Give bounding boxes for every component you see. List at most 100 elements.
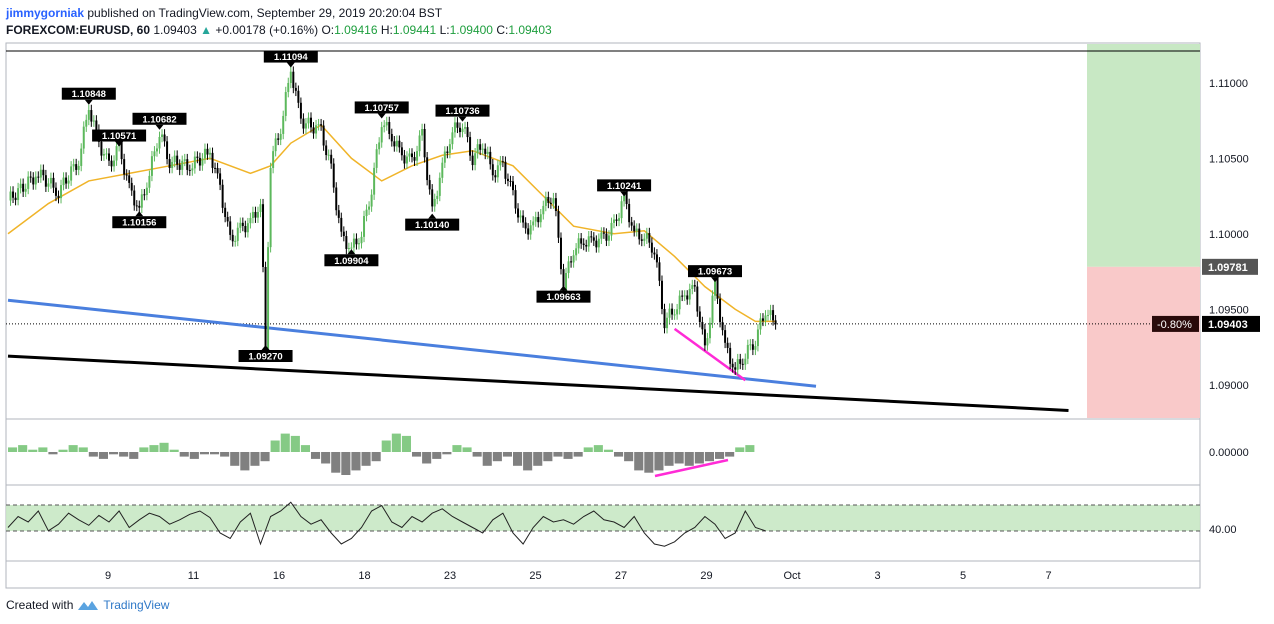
footer: Created with TradingView [6, 598, 169, 612]
candle-body [125, 174, 128, 176]
candle-body [385, 122, 388, 126]
oscillator-bar [391, 433, 401, 452]
trendlines[interactable] [7, 298, 1069, 412]
pivot-label-text: 1.10848 [72, 89, 106, 100]
candle-body [499, 161, 502, 166]
oscillator-bar [644, 452, 654, 473]
candle-body [173, 155, 176, 162]
oscillator-bar [381, 440, 391, 452]
candle-body [133, 190, 136, 206]
candle-body [421, 129, 424, 136]
candle-body [75, 164, 78, 170]
time-axis[interactable]: 9 11 16 18 23 25 27 29 Oct 3 5 7 [105, 570, 1052, 582]
candle-body [635, 228, 638, 232]
oscillator-bar [432, 452, 442, 459]
current-price-tag [1202, 315, 1260, 332]
trendline-black[interactable] [7, 354, 1069, 412]
pivot-label-text: 1.10757 [365, 103, 399, 114]
trendline-divergence-price[interactable] [673, 327, 747, 382]
candle-body [249, 218, 252, 224]
pivot-pointer [559, 285, 568, 291]
candle-body [264, 266, 267, 349]
candle-body [148, 175, 151, 188]
oscillator-bar [98, 452, 108, 459]
candle-body [744, 358, 747, 365]
pivot-low-label: 1.10156 [112, 211, 167, 229]
oscillator-bar [533, 452, 543, 466]
author-link[interactable]: jimmygorniak [6, 6, 85, 20]
oscillator-bar [694, 452, 704, 464]
oscillator-bar [361, 452, 371, 466]
candle-body [416, 151, 419, 161]
open-label: O: [321, 23, 335, 37]
candle-body [214, 167, 217, 169]
symbol-label[interactable]: FOREXCOM:EURUSD, 60 [6, 23, 151, 37]
candle-body [729, 347, 732, 364]
candle-body [655, 254, 658, 263]
candle-body [587, 236, 590, 247]
trendline-blue[interactable] [7, 298, 817, 388]
candle-body [529, 225, 532, 235]
oscillator-bar [129, 452, 139, 459]
candle-body [57, 195, 60, 199]
candle-body [716, 276, 719, 299]
change-pct-label: -0.80% [1157, 319, 1192, 331]
candle-body [368, 206, 371, 210]
candle-body [229, 221, 232, 235]
oscillator-bar [583, 447, 593, 452]
candle-body [542, 205, 545, 215]
candle-body [209, 152, 211, 155]
candle-body [476, 144, 479, 154]
candle-body [590, 236, 593, 238]
oscillator-bar [725, 452, 735, 457]
candle-body [201, 158, 204, 166]
last-price: 1.09403 [153, 23, 197, 37]
pivot-pointer [115, 141, 124, 147]
candle-body [570, 261, 573, 263]
created-with-text: Created with [6, 598, 74, 612]
candle-body [426, 157, 429, 181]
candle-body [140, 194, 143, 208]
candle-body [734, 367, 737, 370]
stop-zone [1087, 266, 1200, 418]
tradingview-link[interactable]: TradingView [103, 598, 170, 612]
candle-body [666, 317, 669, 329]
candle-body [181, 160, 184, 170]
candle-body [49, 177, 52, 184]
candle-body [395, 140, 398, 147]
candle-body [85, 119, 88, 127]
candle-body [691, 285, 694, 289]
candle-body [648, 233, 651, 243]
divergence-oscillator-line [654, 458, 729, 478]
oscillator-bar [280, 433, 290, 452]
candle-body [337, 210, 340, 218]
oscillator-bar [149, 445, 159, 452]
candle-body [701, 322, 704, 330]
candle-body [524, 222, 527, 229]
oscillator-bar [88, 452, 98, 457]
candle-body [274, 138, 277, 152]
candle-body [342, 231, 345, 237]
candle-body [567, 261, 570, 274]
date-tick-label: 7 [1045, 570, 1051, 582]
candle-body [378, 142, 381, 150]
oscillator-bar [139, 447, 149, 452]
candle-body [22, 183, 25, 192]
candle-body [408, 153, 411, 157]
pivot-label-text: 1.10156 [122, 218, 156, 229]
candle-body [224, 207, 227, 217]
candle-body [289, 71, 292, 83]
pivot-label-text: 1.10571 [102, 131, 137, 142]
candle-body [256, 211, 259, 218]
high-label: H: [380, 23, 393, 37]
oscillator-bar [745, 445, 755, 452]
candle-body [613, 219, 615, 223]
oscillator-bar [169, 449, 179, 452]
price-series [9, 66, 777, 375]
oscillator-bar [230, 452, 240, 466]
candle-body [724, 330, 727, 343]
price-axis[interactable]: 1.11000 1.10500 1.10000 1.09500 1.09000 1.097… [1152, 78, 1260, 536]
pivot-label-box [324, 254, 379, 267]
pivot-label-text: 1.09270 [248, 352, 282, 363]
